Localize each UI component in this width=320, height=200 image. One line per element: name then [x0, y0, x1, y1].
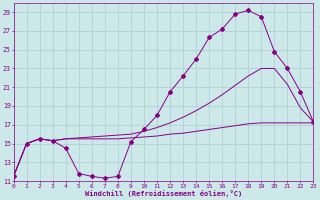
X-axis label: Windchill (Refroidissement éolien,°C): Windchill (Refroidissement éolien,°C)	[85, 190, 242, 197]
